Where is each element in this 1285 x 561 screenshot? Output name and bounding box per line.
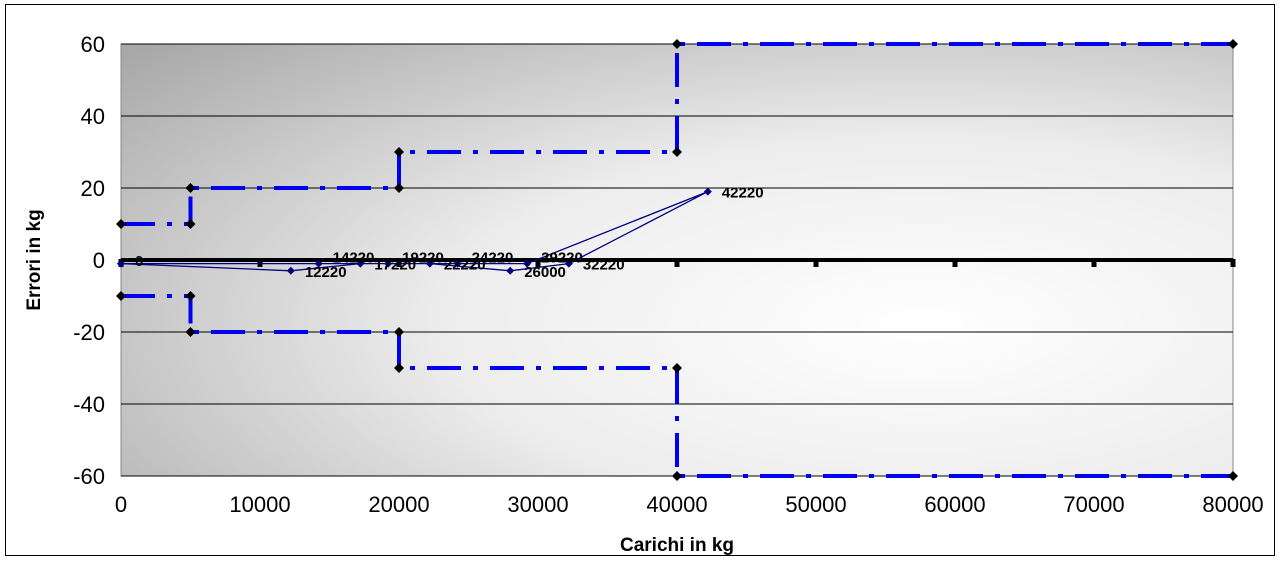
measured-marker-2 [384, 259, 393, 268]
limit-marker-0-4 [394, 147, 404, 157]
measured-marker-3 [453, 259, 462, 268]
limit-marker-0-1 [185, 219, 196, 229]
x-tick-label-2: 20000 [368, 492, 429, 517]
measured-marker-11 [117, 259, 125, 268]
data-label-9: 17220 [374, 257, 416, 274]
x-tick-label-1: 10000 [229, 492, 290, 517]
limit-marker-0-3 [394, 183, 404, 193]
y-tick-label-3: 0 [93, 248, 105, 273]
measured-marker-5 [703, 187, 712, 196]
limit-marker-1-6 [672, 471, 682, 481]
limit-marker-1-2 [185, 327, 196, 337]
limit-series-line-0 [121, 42, 1233, 226]
measured-marker-8 [425, 259, 434, 268]
y-tick-label-4: -20 [73, 320, 105, 345]
data-label-7: 26000 [524, 264, 566, 281]
y-tick-label-0: 60 [81, 32, 105, 57]
limit-marker-0-0 [116, 219, 126, 229]
y-tick-label-1: 40 [81, 104, 105, 129]
measured-marker-9 [356, 259, 365, 268]
y-tick-label-5: -40 [73, 392, 105, 417]
limit-marker-1-5 [672, 363, 682, 373]
data-label-0: 0 [135, 253, 143, 270]
limit-marker-0-5 [672, 147, 682, 157]
tick-labels: 60 40 20 0 -20 -40 -60 0 10000 20000 30000 40000 500… [73, 32, 1263, 517]
data-label-8: 22220 [444, 257, 486, 274]
measured-marker-7 [506, 266, 515, 275]
y-tick-label-2: 20 [81, 176, 105, 201]
x-tick-label-3: 30000 [507, 492, 568, 517]
data-label-10: 12220 [305, 264, 347, 281]
y-axis-title: Errori in kg [24, 209, 45, 310]
limit-marker-0-2 [185, 183, 196, 193]
limit-marker-0-7 [1228, 39, 1238, 49]
y-tick-label-6: -60 [73, 464, 105, 489]
measured-marker-10 [286, 266, 295, 275]
series-layer [116, 39, 1238, 481]
limit-marker-1-0 [116, 291, 126, 301]
x-tick-label-6: 60000 [924, 492, 985, 517]
limit-series-line-1 [121, 294, 1233, 478]
x-tick-mark-8 [1230, 259, 1236, 267]
x-tick-mark-7 [1091, 259, 1097, 267]
measured-series-line [120, 190, 709, 272]
limit-marker-1-4 [394, 363, 404, 373]
x-tick-label-5: 50000 [785, 492, 846, 517]
limit-marker-0-6 [672, 39, 682, 49]
x-axis-title: Carichi in kg [620, 535, 734, 556]
point-labels: 0 14220 19220 24220 29220 42220 32220 26000 2222… [135, 185, 764, 281]
x-tick-label-8: 80000 [1202, 492, 1263, 517]
x-tick-label-0: 0 [115, 492, 127, 517]
measured-marker-4 [523, 259, 532, 268]
x-tick-mark-3 [535, 259, 541, 267]
data-label-5: 42220 [722, 185, 764, 202]
data-label-1: 14220 [333, 249, 375, 266]
limit-marker-1-3 [394, 327, 404, 337]
x-tick-mark-4 [674, 259, 680, 267]
limit-marker-1-1 [185, 291, 196, 301]
limit-marker-1-7 [1228, 471, 1238, 481]
data-label-2: 19220 [402, 249, 444, 266]
data-label-4: 29220 [541, 249, 583, 266]
x-tick-mark-6 [952, 259, 958, 267]
measured-marker-1 [314, 259, 323, 268]
data-label-3: 24220 [472, 249, 514, 266]
x-tick-mark-5 [813, 259, 819, 267]
x-tick-label-7: 70000 [1063, 492, 1124, 517]
x-tick-label-4: 40000 [646, 492, 707, 517]
data-label-6: 32220 [583, 257, 625, 274]
measured-marker-6 [564, 259, 573, 268]
